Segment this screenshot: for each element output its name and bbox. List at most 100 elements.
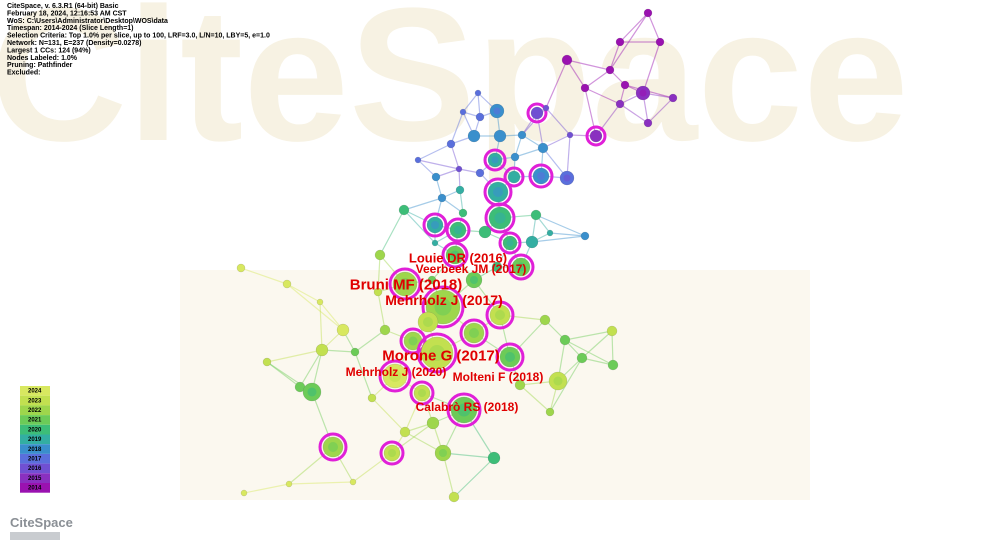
node-ring <box>441 241 469 269</box>
edge <box>286 283 344 331</box>
node-core <box>506 239 514 247</box>
edge <box>564 330 613 341</box>
edge <box>647 97 674 124</box>
node <box>668 93 678 103</box>
node <box>580 83 590 93</box>
node-core <box>439 449 447 457</box>
node <box>459 108 467 116</box>
node-core <box>408 336 418 346</box>
legend-year: 2014 <box>28 486 42 492</box>
header-line: Excluded: <box>7 70 40 77</box>
node <box>546 229 554 237</box>
node <box>398 204 410 216</box>
edge <box>611 330 614 366</box>
node-label: Molteni F (2018) <box>453 370 544 384</box>
node-core <box>537 172 545 180</box>
node <box>615 99 625 109</box>
edge <box>435 168 460 178</box>
node-core <box>553 376 563 386</box>
node <box>399 426 411 438</box>
node <box>427 275 437 285</box>
node <box>315 343 329 357</box>
legend-year: 2015 <box>28 476 42 482</box>
node-label: Louie DR (2016) <box>409 251 507 266</box>
node-label: Veerbeek JM (2017) <box>416 262 527 276</box>
node <box>458 208 468 218</box>
node-core <box>505 352 515 362</box>
node-core <box>450 250 460 260</box>
node <box>507 170 521 184</box>
legend-year: 2016 <box>28 466 42 472</box>
node <box>537 142 549 154</box>
edge <box>477 92 481 118</box>
node <box>580 231 590 241</box>
node-ring <box>445 217 471 243</box>
node <box>487 451 501 465</box>
edge <box>403 197 443 211</box>
node-core <box>431 221 439 229</box>
edge <box>584 69 611 89</box>
legend-swatch <box>20 405 50 416</box>
header-line: Network: N=131, E=237 (Density=0.0278) <box>7 40 141 47</box>
edge <box>352 452 393 483</box>
node-core <box>495 310 505 320</box>
legend-swatch <box>20 395 50 406</box>
node-core <box>516 262 526 272</box>
edge <box>450 143 460 170</box>
header-line: February 18, 2024, 12:16:53 AM CST <box>7 10 127 17</box>
edge <box>354 351 373 399</box>
node-ring <box>446 392 482 428</box>
node-ring <box>495 342 525 372</box>
node-label: Morone G (2017) <box>382 347 500 364</box>
node <box>240 489 248 497</box>
legend-swatch <box>20 424 50 435</box>
node <box>517 130 527 140</box>
edge <box>441 197 464 214</box>
edge <box>584 87 621 105</box>
edge <box>566 59 611 71</box>
header-line: Largest 1 CCs: 124 (94%) <box>7 47 91 54</box>
edge <box>642 41 661 94</box>
legend-year: 2024 <box>28 389 42 395</box>
edge <box>566 134 571 179</box>
node-ring <box>507 253 535 281</box>
node-core <box>493 107 501 115</box>
node <box>349 478 357 486</box>
edge <box>595 103 621 137</box>
edge <box>319 301 323 351</box>
edge <box>581 330 613 359</box>
node <box>643 8 653 18</box>
edge <box>545 59 568 109</box>
node <box>545 407 555 417</box>
node <box>542 104 550 112</box>
legend-swatch <box>20 483 50 493</box>
node <box>474 89 482 97</box>
nodes <box>236 8 678 503</box>
node <box>431 172 441 182</box>
node <box>448 491 460 503</box>
edge <box>266 349 323 363</box>
node <box>589 129 603 143</box>
node <box>316 298 324 306</box>
node <box>414 156 422 164</box>
node <box>374 249 386 261</box>
node <box>455 185 465 195</box>
node-core <box>563 174 571 182</box>
edge <box>417 159 437 178</box>
node-ring <box>422 212 448 238</box>
node <box>467 129 481 143</box>
edge <box>417 159 460 170</box>
edge <box>243 483 290 494</box>
node-ring <box>485 300 515 330</box>
node <box>559 334 571 346</box>
node-core <box>418 389 426 397</box>
node <box>336 323 350 337</box>
edge <box>379 209 405 256</box>
node <box>446 139 456 149</box>
node <box>606 325 618 337</box>
node <box>475 112 485 122</box>
edge <box>647 12 661 43</box>
node-core <box>494 212 506 224</box>
edge <box>609 41 621 71</box>
